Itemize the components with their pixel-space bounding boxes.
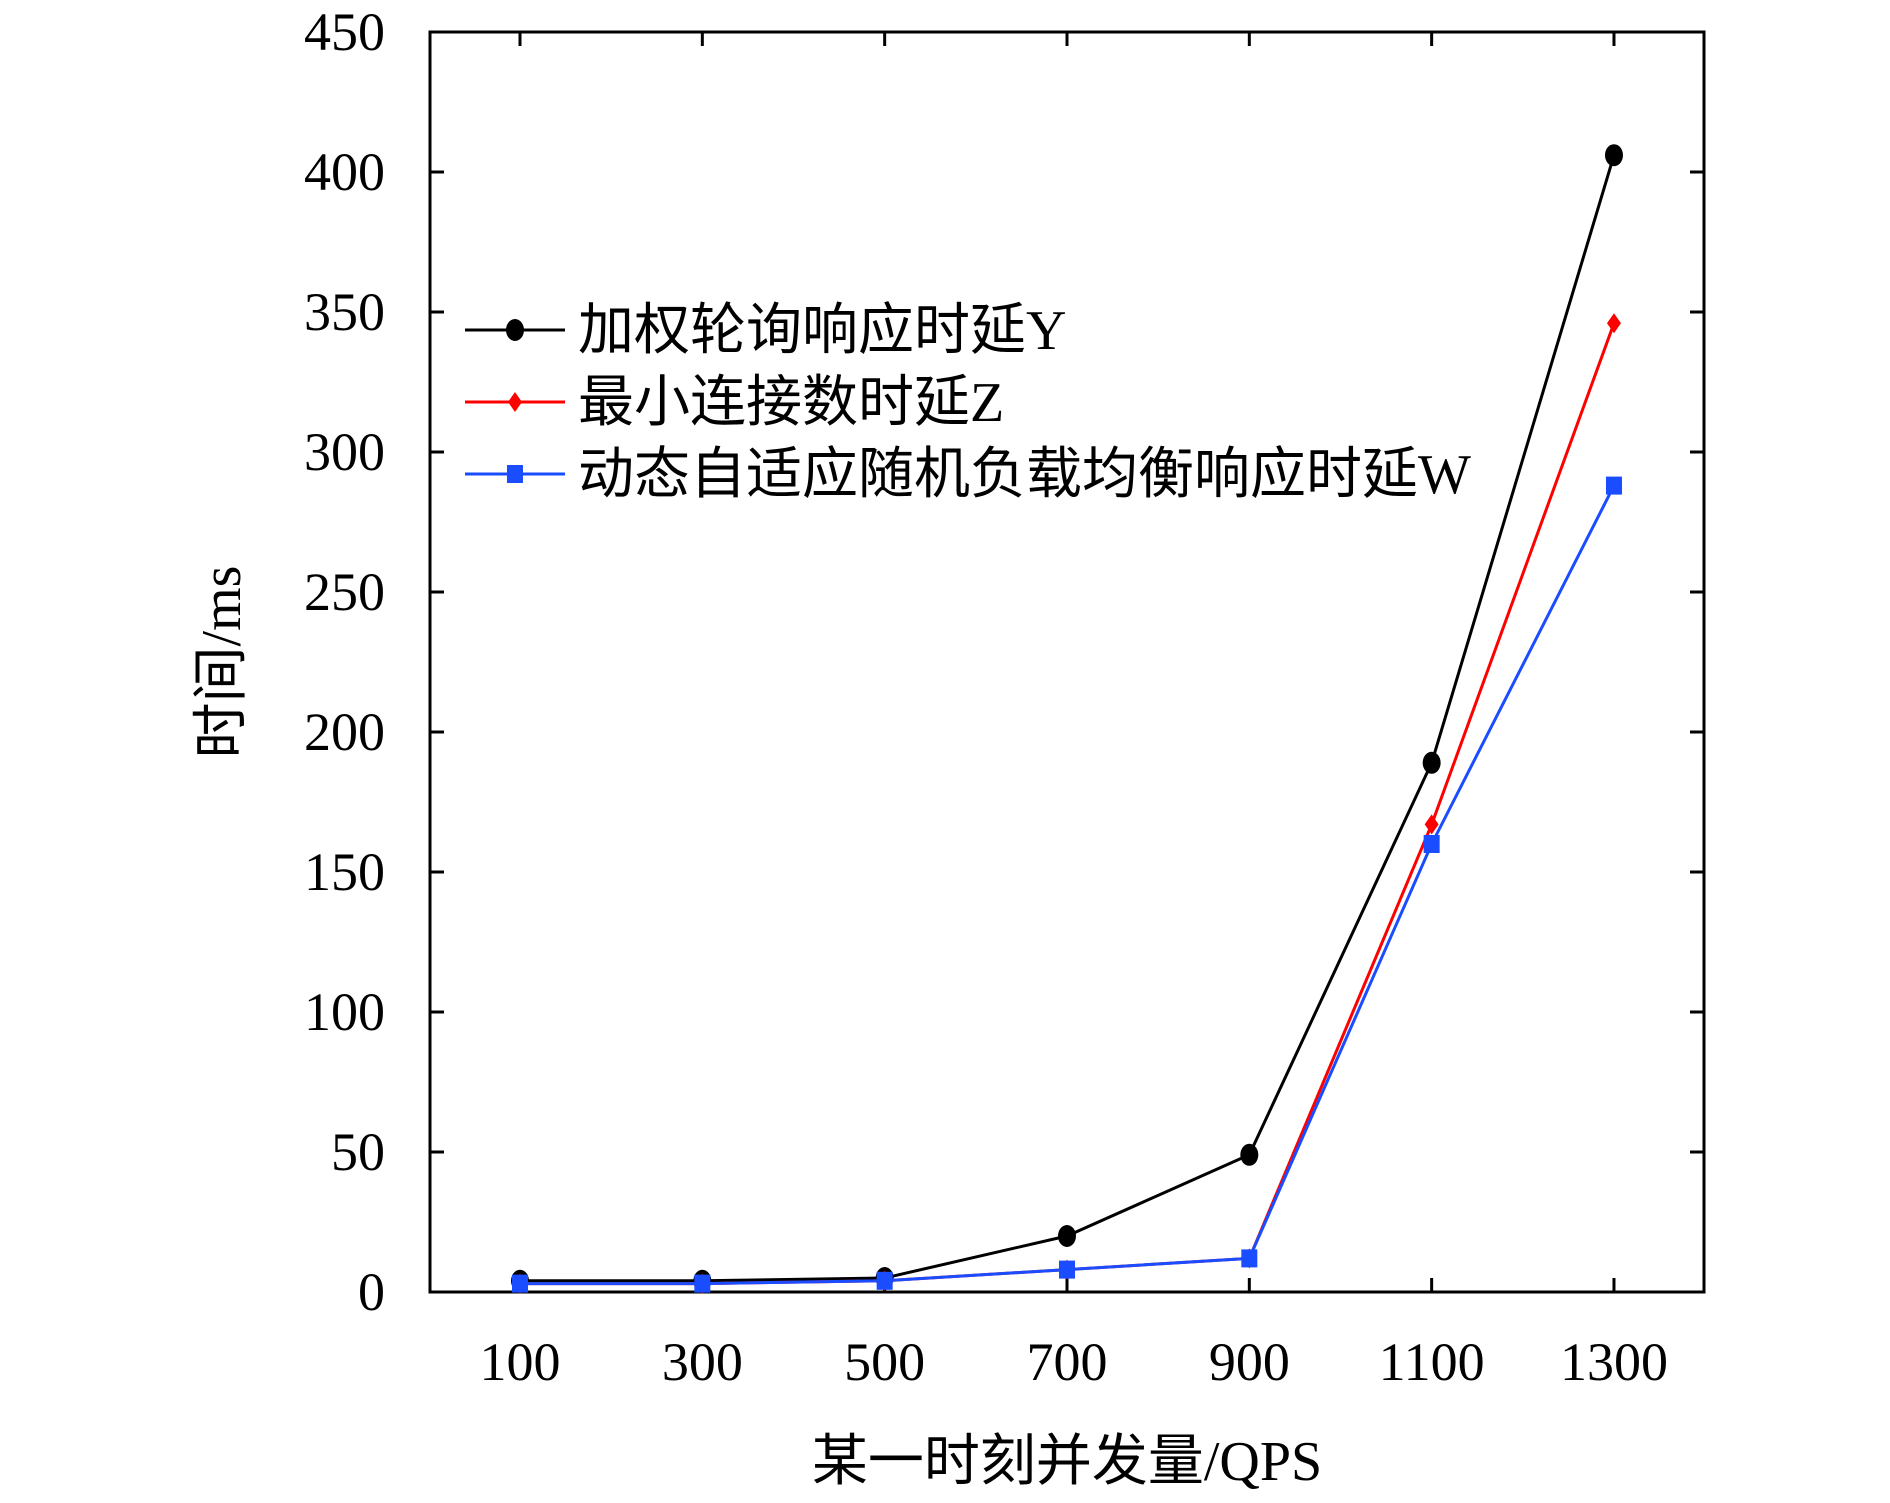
data-point (1240, 1143, 1259, 1166)
legend-marker (507, 465, 523, 483)
x-tick-label: 1300 (1560, 1332, 1668, 1392)
y-tick-label: 150 (304, 842, 385, 902)
y-tick-label: 250 (304, 562, 385, 622)
data-point (1422, 751, 1441, 774)
y-tick-label: 400 (304, 142, 385, 202)
data-point (1605, 476, 1622, 495)
data-point (1058, 1260, 1075, 1279)
legend-label: 加权轮询响应时延Y (578, 300, 1066, 362)
y-tick-label: 0 (358, 1262, 385, 1322)
series-layer (511, 144, 1623, 1294)
legend-item: 最小连接数时延Z (465, 372, 1004, 434)
x-tick-label: 100 (480, 1332, 561, 1392)
legend-label: 动态自适应随机负载均衡响应时延W (578, 444, 1471, 506)
data-point (1604, 144, 1623, 167)
legend-label: 最小连接数时延Z (578, 372, 1004, 434)
legend-item: 加权轮询响应时延Y (465, 300, 1066, 362)
data-point (694, 1274, 711, 1293)
y-tick-label: 450 (304, 2, 385, 62)
x-tick-label: 300 (662, 1332, 743, 1392)
data-point (512, 1274, 528, 1293)
x-tick-label: 700 (1026, 1332, 1107, 1392)
y-axis-ticks: 0 50 100 150 200 250 300 350 400 450 (304, 2, 1704, 1322)
x-tick-label: 1100 (1379, 1332, 1485, 1392)
data-point (1057, 1225, 1076, 1247)
y-tick-label: 300 (304, 422, 385, 482)
x-tick-label: 900 (1209, 1332, 1290, 1392)
y-axis-title: 时间/ms (191, 566, 253, 759)
data-point (1241, 1249, 1258, 1268)
series-line (520, 484, 1616, 1286)
y-tick-label: 200 (304, 702, 385, 762)
legend: 加权轮询响应时延Y 最小连接数时延Z 动态自适应随机负载均衡响应时延W (465, 300, 1471, 506)
x-axis-ticks: 100 300 500 700 900 1100 1300 (480, 32, 1668, 1392)
data-point (1423, 835, 1440, 853)
plot-frame (428, 30, 1706, 1294)
data-point (1606, 313, 1621, 334)
legend-item: 动态自适应随机负载均衡响应时延W (465, 444, 1471, 506)
series-2 (512, 476, 1622, 1293)
data-point (876, 1271, 893, 1290)
y-tick-label: 100 (304, 982, 385, 1042)
y-tick-label: 350 (304, 282, 385, 342)
legend-marker (508, 392, 522, 412)
x-axis-title: 某一时刻并发量/QPS (812, 1431, 1322, 1493)
x-tick-label: 500 (844, 1332, 925, 1392)
legend-marker (506, 319, 524, 341)
data-point (1424, 814, 1439, 835)
y-tick-label: 50 (331, 1122, 385, 1182)
